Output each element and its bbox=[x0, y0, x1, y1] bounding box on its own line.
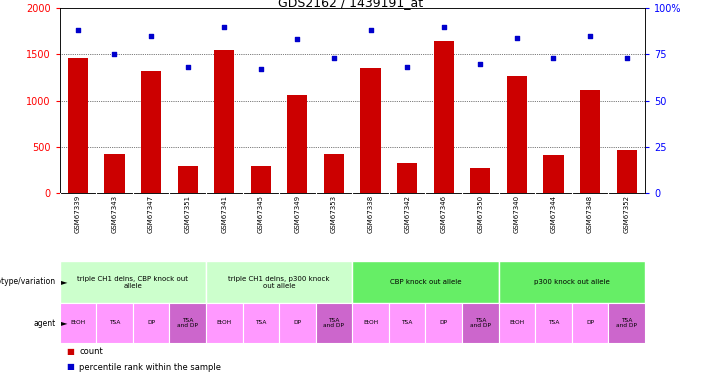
Point bbox=[585, 33, 596, 39]
Text: GSM67349: GSM67349 bbox=[294, 195, 300, 233]
Bar bbox=[397, 164, 417, 193]
Point bbox=[292, 36, 303, 42]
Bar bbox=[287, 95, 308, 193]
Bar bbox=[60, 303, 96, 343]
Bar bbox=[214, 50, 234, 193]
Text: DP: DP bbox=[586, 321, 594, 326]
Text: GSM67347: GSM67347 bbox=[148, 195, 154, 233]
Point bbox=[438, 24, 449, 30]
Bar bbox=[96, 303, 132, 343]
Bar bbox=[243, 303, 279, 343]
Text: DP: DP bbox=[293, 321, 301, 326]
Text: ►: ► bbox=[61, 318, 67, 327]
Text: TSA: TSA bbox=[109, 321, 120, 326]
Text: GSM67352: GSM67352 bbox=[624, 195, 629, 233]
Point bbox=[219, 24, 230, 30]
Point bbox=[548, 55, 559, 61]
Text: EtOH: EtOH bbox=[510, 321, 524, 326]
Text: EtOH: EtOH bbox=[363, 321, 378, 326]
Text: GSM67342: GSM67342 bbox=[404, 195, 410, 233]
Bar bbox=[206, 303, 243, 343]
Point bbox=[402, 64, 413, 70]
Bar bbox=[324, 154, 344, 193]
Bar bbox=[608, 303, 645, 343]
Point bbox=[621, 55, 632, 61]
Text: GSM67348: GSM67348 bbox=[587, 195, 593, 233]
Bar bbox=[60, 261, 206, 303]
Text: triple CH1 delns, p300 knock
out allele: triple CH1 delns, p300 knock out allele bbox=[229, 276, 330, 288]
Bar bbox=[617, 150, 637, 193]
Point bbox=[72, 27, 83, 33]
Bar bbox=[498, 303, 535, 343]
Text: GSM67353: GSM67353 bbox=[331, 195, 337, 233]
Text: TSA: TSA bbox=[547, 321, 559, 326]
Text: GSM67345: GSM67345 bbox=[258, 195, 264, 233]
Bar bbox=[434, 41, 454, 193]
Bar bbox=[389, 303, 426, 343]
Text: ■: ■ bbox=[67, 363, 74, 372]
Bar bbox=[315, 303, 353, 343]
Text: count: count bbox=[79, 348, 103, 357]
Text: TSA
and DP: TSA and DP bbox=[470, 318, 491, 328]
Text: DP: DP bbox=[147, 321, 155, 326]
Bar bbox=[572, 303, 608, 343]
Point bbox=[365, 27, 376, 33]
Bar bbox=[543, 155, 564, 193]
Text: GSM67340: GSM67340 bbox=[514, 195, 520, 233]
Point bbox=[511, 34, 522, 40]
Bar bbox=[507, 75, 527, 193]
Text: triple CH1 delns, CBP knock out
allele: triple CH1 delns, CBP knock out allele bbox=[77, 276, 189, 288]
Text: CBP knock out allele: CBP knock out allele bbox=[390, 279, 461, 285]
Text: percentile rank within the sample: percentile rank within the sample bbox=[79, 363, 222, 372]
Text: genotype/variation: genotype/variation bbox=[0, 278, 56, 286]
Point bbox=[109, 51, 120, 57]
Text: TSA
and DP: TSA and DP bbox=[616, 318, 637, 328]
Bar bbox=[68, 58, 88, 193]
Text: TSA: TSA bbox=[402, 321, 413, 326]
Bar bbox=[177, 166, 198, 193]
Text: GSM67341: GSM67341 bbox=[222, 195, 227, 233]
Bar bbox=[426, 303, 462, 343]
Text: GDS2162 / 1439191_at: GDS2162 / 1439191_at bbox=[278, 0, 423, 9]
Bar bbox=[170, 303, 206, 343]
Text: TSA
and DP: TSA and DP bbox=[323, 318, 344, 328]
Text: agent: agent bbox=[34, 318, 56, 327]
Bar bbox=[353, 303, 389, 343]
Bar bbox=[279, 303, 315, 343]
Bar bbox=[360, 68, 381, 193]
Text: EtOH: EtOH bbox=[70, 321, 86, 326]
Bar bbox=[353, 261, 498, 303]
Text: ►: ► bbox=[61, 278, 67, 286]
Bar bbox=[470, 168, 491, 193]
Bar bbox=[535, 303, 572, 343]
Text: GSM67338: GSM67338 bbox=[367, 195, 374, 233]
Point bbox=[145, 33, 156, 39]
Bar bbox=[141, 71, 161, 193]
Point bbox=[182, 64, 193, 70]
Bar bbox=[462, 303, 498, 343]
Text: p300 knock out allele: p300 knock out allele bbox=[534, 279, 610, 285]
Bar bbox=[251, 166, 271, 193]
Bar bbox=[132, 303, 170, 343]
Text: GSM67350: GSM67350 bbox=[477, 195, 483, 233]
Text: TSA: TSA bbox=[255, 321, 266, 326]
Bar bbox=[104, 154, 125, 193]
Text: DP: DP bbox=[440, 321, 448, 326]
Text: GSM67346: GSM67346 bbox=[441, 195, 447, 233]
Bar bbox=[206, 261, 353, 303]
Text: GSM67351: GSM67351 bbox=[184, 195, 191, 233]
Bar bbox=[580, 90, 600, 193]
Text: EtOH: EtOH bbox=[217, 321, 232, 326]
Bar bbox=[498, 261, 645, 303]
Text: TSA
and DP: TSA and DP bbox=[177, 318, 198, 328]
Text: ■: ■ bbox=[67, 348, 74, 357]
Text: GSM67344: GSM67344 bbox=[550, 195, 557, 233]
Point bbox=[328, 55, 339, 61]
Text: GSM67339: GSM67339 bbox=[75, 195, 81, 233]
Text: GSM67343: GSM67343 bbox=[111, 195, 118, 233]
Point bbox=[255, 66, 266, 72]
Point bbox=[475, 60, 486, 66]
